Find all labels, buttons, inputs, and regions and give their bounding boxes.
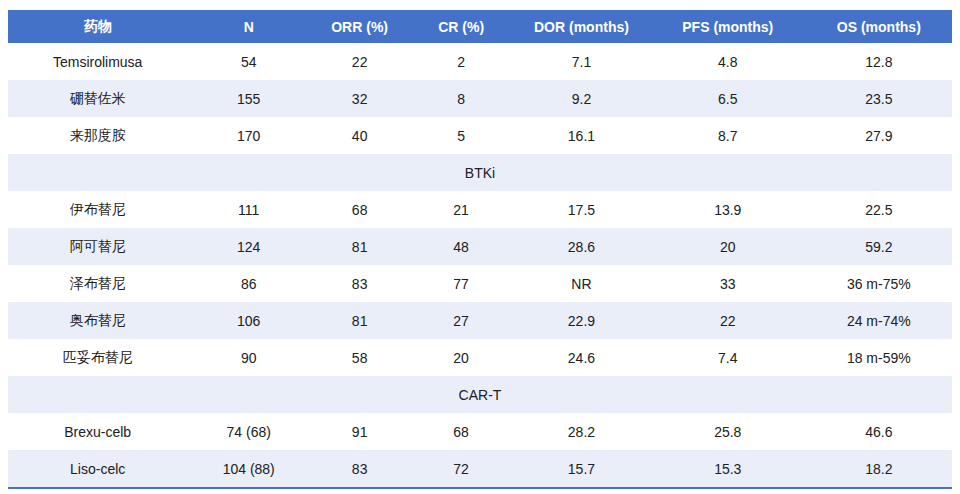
value-cell: 12.8 (806, 43, 952, 80)
value-cell: 58 (310, 339, 409, 376)
value-cell: 59.2 (806, 228, 952, 265)
table-row: Brexu-celb74 (68)916828.225.846.6 (8, 413, 952, 450)
header-row: 药物NORR (%)CR (%)DOR (months)PFS (months)… (8, 10, 952, 43)
drug-comparison-table: 药物NORR (%)CR (%)DOR (months)PFS (months)… (8, 10, 952, 489)
table-row: 来那度胺17040516.18.727.9 (8, 117, 952, 154)
column-header: PFS (months) (650, 10, 806, 43)
table-row: 阿可替尼124814828.62059.2 (8, 228, 952, 265)
table-row: 硼替佐米1553289.26.523.5 (8, 80, 952, 117)
section-row: CAR-T (8, 376, 952, 413)
drug-name-cell: 来那度胺 (8, 117, 187, 154)
value-cell: 23.5 (806, 80, 952, 117)
column-header: N (187, 10, 310, 43)
drug-name-cell: 阿可替尼 (8, 228, 187, 265)
value-cell: 13.9 (650, 191, 806, 228)
value-cell: 4.8 (650, 43, 806, 80)
value-cell: 20 (409, 339, 513, 376)
value-cell: 22.5 (806, 191, 952, 228)
section-label: CAR-T (8, 376, 952, 413)
value-cell: 27 (409, 302, 513, 339)
value-cell: 24 m-74% (806, 302, 952, 339)
value-cell: 18 m-59% (806, 339, 952, 376)
drug-name-cell: Liso-celc (8, 450, 187, 488)
column-header: 药物 (8, 10, 187, 43)
value-cell: 83 (310, 450, 409, 488)
value-cell: 22.9 (513, 302, 650, 339)
value-cell: 91 (310, 413, 409, 450)
column-header: ORR (%) (310, 10, 409, 43)
table-row: 伊布替尼111682117.513.922.5 (8, 191, 952, 228)
value-cell: 6.5 (650, 80, 806, 117)
table-row: 泽布替尼868377NR3336 m-75% (8, 265, 952, 302)
value-cell: 28.6 (513, 228, 650, 265)
value-cell: 24.6 (513, 339, 650, 376)
value-cell: 22 (310, 43, 409, 80)
drug-name-cell: Temsirolimusa (8, 43, 187, 80)
table-row: Temsirolimusa542227.14.812.8 (8, 43, 952, 80)
drug-name-cell: 匹妥布替尼 (8, 339, 187, 376)
value-cell: 104 (88) (187, 450, 310, 488)
drug-name-cell: Brexu-celb (8, 413, 187, 450)
column-header: DOR (months) (513, 10, 650, 43)
value-cell: 83 (310, 265, 409, 302)
value-cell: 40 (310, 117, 409, 154)
value-cell: 68 (409, 413, 513, 450)
value-cell: 32 (310, 80, 409, 117)
value-cell: 28.2 (513, 413, 650, 450)
value-cell: 124 (187, 228, 310, 265)
value-cell: 17.5 (513, 191, 650, 228)
value-cell: 16.1 (513, 117, 650, 154)
column-header: OS (months) (806, 10, 952, 43)
section-row: BTKi (8, 154, 952, 191)
value-cell: 5 (409, 117, 513, 154)
drug-name-cell: 伊布替尼 (8, 191, 187, 228)
value-cell: 48 (409, 228, 513, 265)
value-cell: 72 (409, 450, 513, 488)
value-cell: 8 (409, 80, 513, 117)
value-cell: 54 (187, 43, 310, 80)
column-header: CR (%) (409, 10, 513, 43)
value-cell: 36 m-75% (806, 265, 952, 302)
value-cell: 68 (310, 191, 409, 228)
value-cell: 155 (187, 80, 310, 117)
value-cell: 33 (650, 265, 806, 302)
value-cell: 20 (650, 228, 806, 265)
value-cell: 15.7 (513, 450, 650, 488)
value-cell: 86 (187, 265, 310, 302)
value-cell: 18.2 (806, 450, 952, 488)
section-label: BTKi (8, 154, 952, 191)
value-cell: 15.3 (650, 450, 806, 488)
table-row: 奥布替尼106812722.92224 m-74% (8, 302, 952, 339)
value-cell: 90 (187, 339, 310, 376)
drug-name-cell: 硼替佐米 (8, 80, 187, 117)
value-cell: 81 (310, 302, 409, 339)
table-row: Liso-celc104 (88)837215.715.318.2 (8, 450, 952, 488)
value-cell: 77 (409, 265, 513, 302)
value-cell: 74 (68) (187, 413, 310, 450)
value-cell: 9.2 (513, 80, 650, 117)
table-row: 匹妥布替尼90582024.67.418 m-59% (8, 339, 952, 376)
value-cell: 7.4 (650, 339, 806, 376)
page: 药物NORR (%)CR (%)DOR (months)PFS (months)… (0, 0, 960, 494)
value-cell: 7.1 (513, 43, 650, 80)
value-cell: 21 (409, 191, 513, 228)
drug-name-cell: 奥布替尼 (8, 302, 187, 339)
value-cell: 27.9 (806, 117, 952, 154)
drug-name-cell: 泽布替尼 (8, 265, 187, 302)
value-cell: 81 (310, 228, 409, 265)
value-cell: 106 (187, 302, 310, 339)
value-cell: 111 (187, 191, 310, 228)
value-cell: 25.8 (650, 413, 806, 450)
value-cell: 170 (187, 117, 310, 154)
value-cell: 2 (409, 43, 513, 80)
value-cell: 8.7 (650, 117, 806, 154)
value-cell: 46.6 (806, 413, 952, 450)
value-cell: 22 (650, 302, 806, 339)
value-cell: NR (513, 265, 650, 302)
